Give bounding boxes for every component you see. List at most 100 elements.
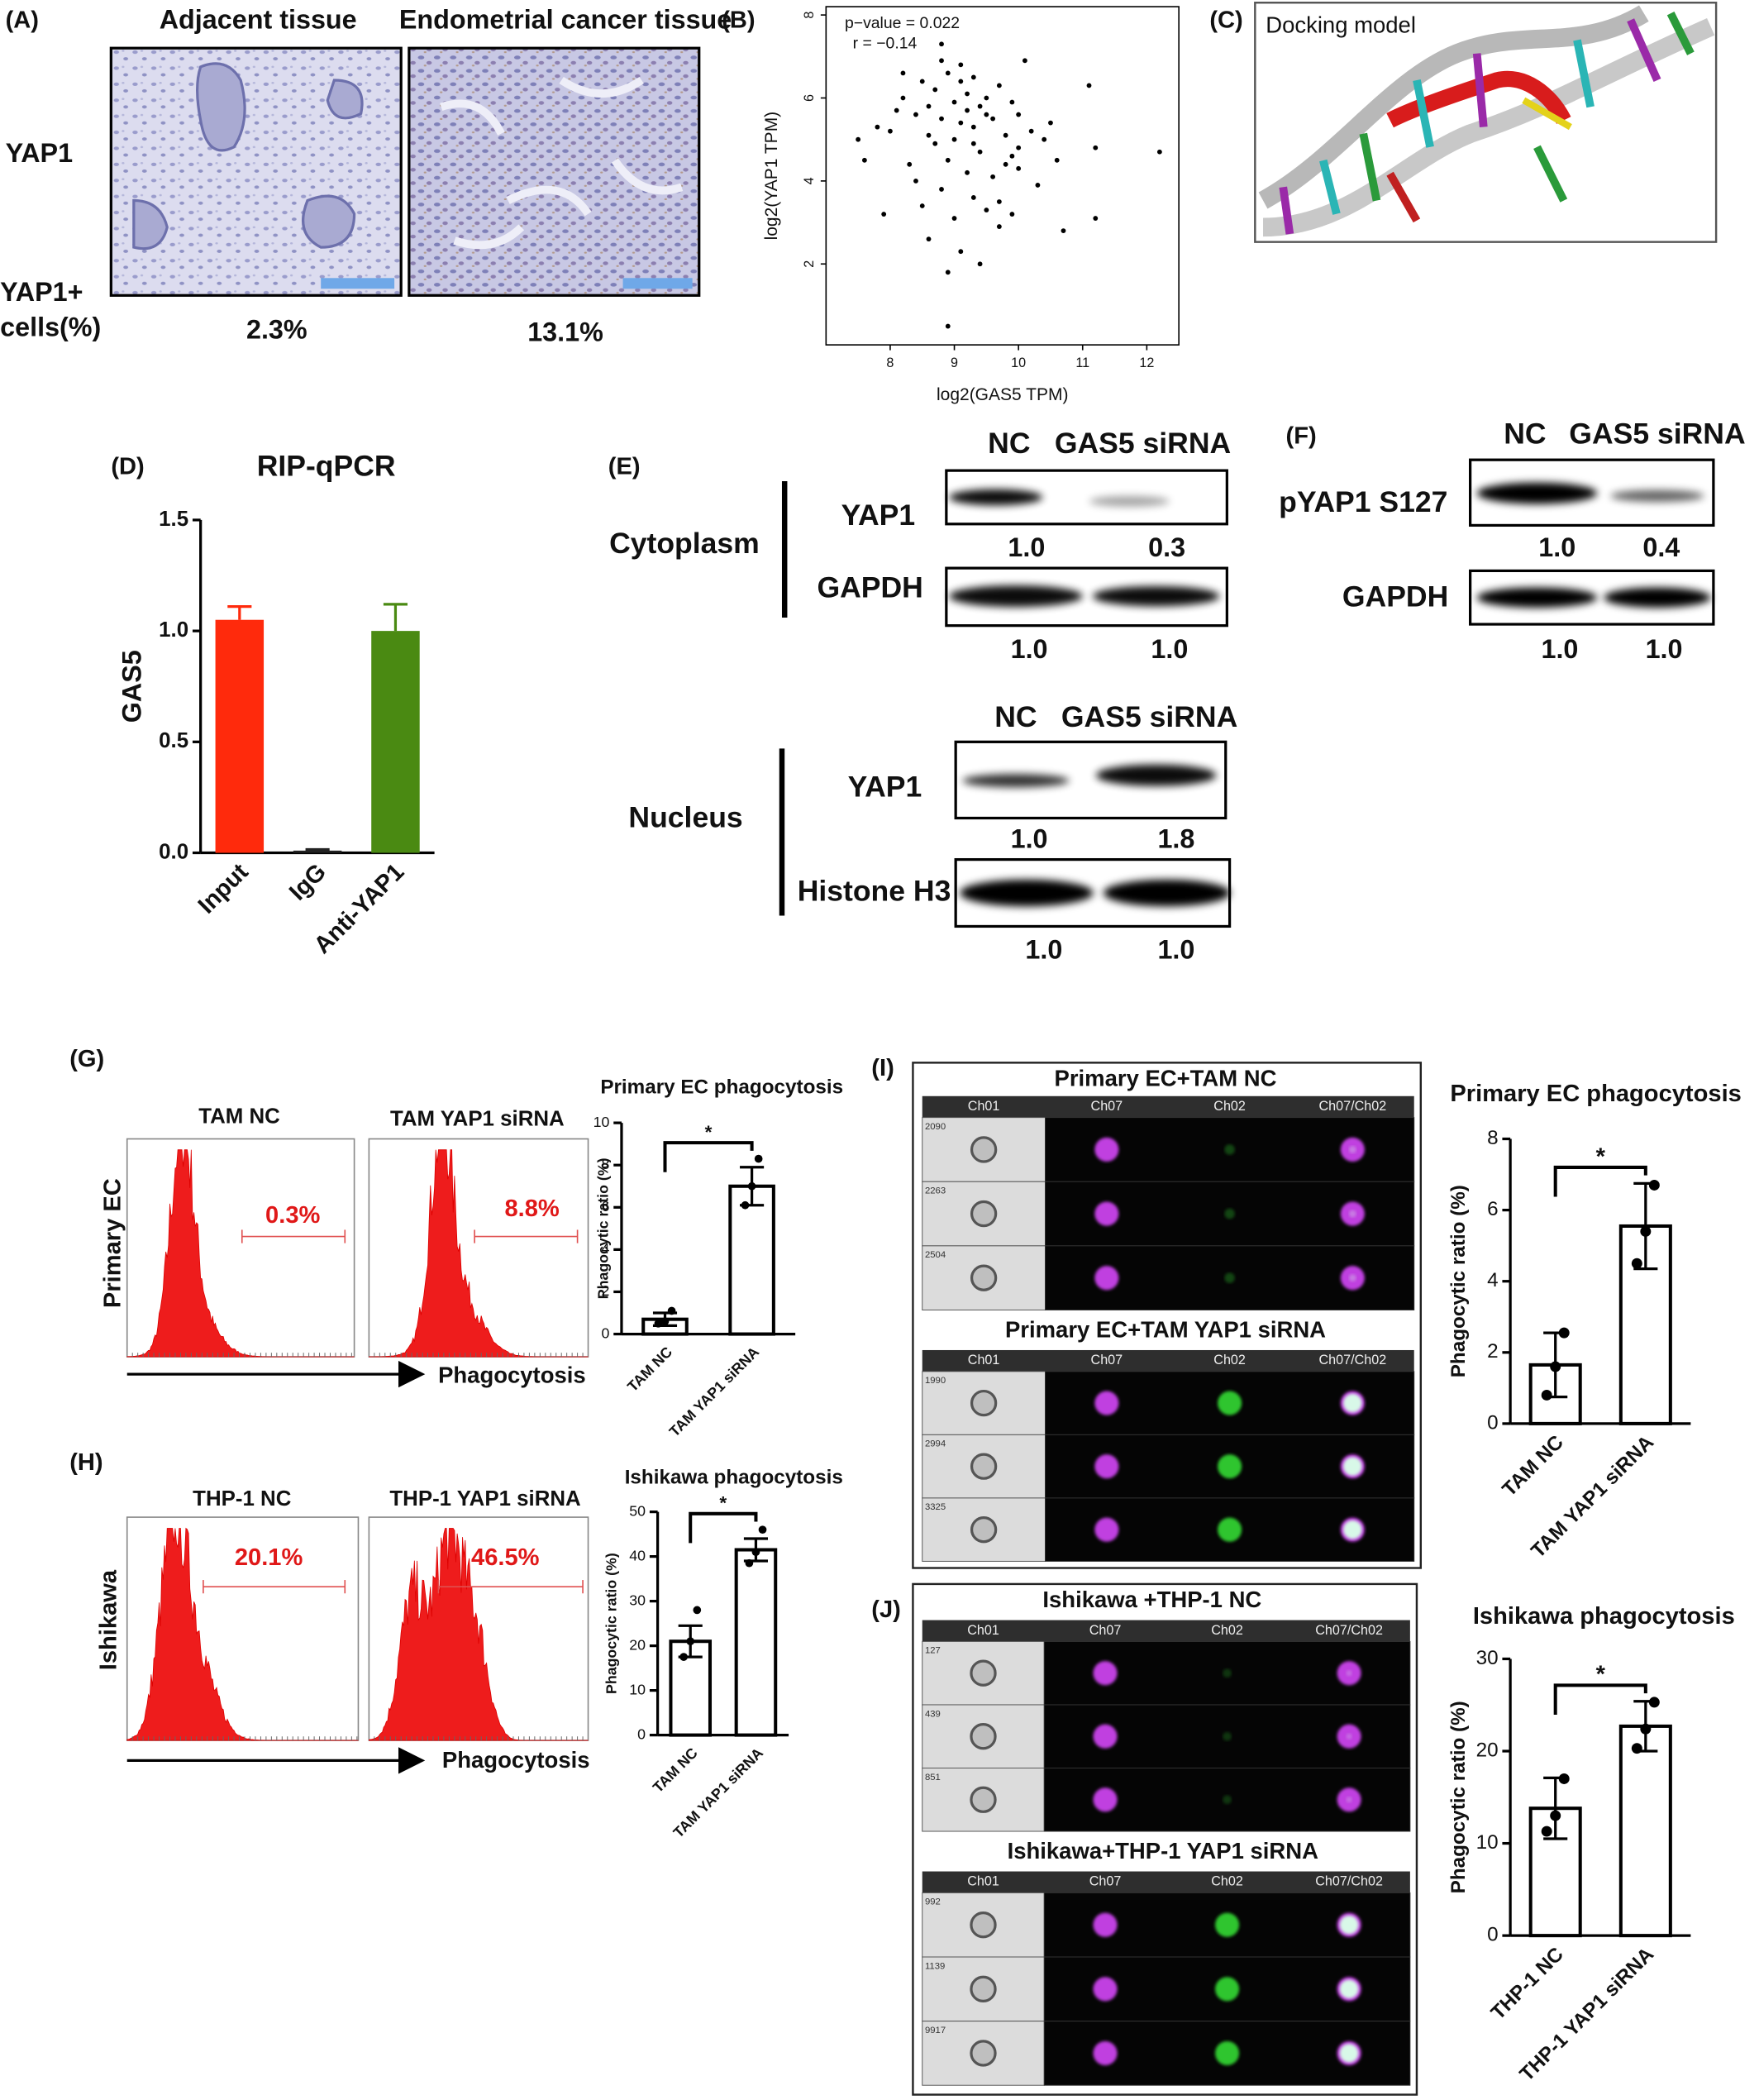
point [984, 208, 989, 212]
cell [970, 1659, 997, 1687]
histogram-frame [368, 1138, 589, 1358]
point [977, 149, 983, 155]
y-tick-label: 40 [629, 1547, 646, 1563]
cell [970, 1515, 998, 1544]
cell [1215, 1977, 1240, 2002]
cell [970, 1975, 997, 2002]
point [951, 99, 957, 105]
band-quant: 1.0 [1011, 824, 1048, 854]
cell [1094, 1454, 1119, 1479]
point [900, 95, 906, 101]
cell [1223, 1731, 1232, 1741]
data-point [1631, 1258, 1642, 1269]
cell [1094, 1391, 1119, 1415]
cell [1215, 2040, 1240, 2065]
cell-id: 992 [925, 1897, 941, 1907]
channel-header: Ch07/Ch02 [1318, 1099, 1386, 1114]
cell [1224, 1144, 1235, 1155]
blot-band [1089, 495, 1170, 507]
y-tick-label: 4 [1487, 1269, 1499, 1291]
header-row [922, 1349, 1414, 1372]
data-point [1648, 1697, 1660, 1708]
panel-label: (H) [69, 1449, 102, 1476]
point [1156, 149, 1162, 155]
channel-header: Ch07 [1091, 1099, 1123, 1114]
cell-id: 439 [925, 1709, 941, 1719]
y-tick-label: 10 [1476, 1831, 1499, 1854]
point [965, 107, 970, 113]
point [888, 128, 893, 134]
y-tick-label: 2 [1487, 1340, 1499, 1363]
protein-label: YAP1 [841, 499, 916, 532]
row-label: YAP1 [6, 138, 74, 168]
x-tick-label: 9 [951, 356, 958, 370]
row-label: Ishikawa [95, 1569, 122, 1670]
data-point [745, 1558, 754, 1568]
channel-header: Ch07/Ch02 [1315, 1623, 1383, 1638]
row-label: YAP1+ [0, 277, 83, 307]
cell-id: 9917 [925, 2026, 946, 2036]
panel-label: (G) [69, 1046, 104, 1072]
bar [1618, 1724, 1672, 1938]
x-tick-label: THP-1 NC [1487, 1943, 1568, 2024]
cell [1343, 1520, 1362, 1539]
cell [1346, 1733, 1352, 1740]
cell [970, 1264, 998, 1291]
cell [1224, 1208, 1235, 1219]
blot-band [1610, 489, 1704, 503]
y-tick-label: 0 [637, 1725, 646, 1742]
header-row [922, 1620, 1410, 1642]
panel-title: Docking model [1266, 12, 1416, 38]
point [1003, 161, 1008, 167]
panel-label: (D) [111, 454, 144, 480]
panel-label: (E) [608, 454, 641, 480]
fraction-label: Cytoplasm [609, 527, 760, 560]
channel-header: Ch01 [968, 1353, 1000, 1367]
point [1028, 128, 1034, 134]
point [919, 203, 925, 208]
point [970, 74, 976, 80]
channel-header: Ch02 [1211, 1874, 1243, 1889]
panel-label: (F) [1286, 422, 1317, 449]
cell-id: 2263 [925, 1186, 946, 1196]
point [1003, 132, 1008, 138]
y-tick-label: 2 [802, 260, 817, 268]
chart-title: Primary EC phagocytosis [1450, 1081, 1741, 1107]
chart-title: Ishikawa phagocytosis [1473, 1603, 1735, 1630]
significance-mark: * [705, 1122, 713, 1143]
x-tick-label: Input [193, 858, 254, 919]
point [913, 178, 918, 184]
cell [970, 1723, 997, 1750]
data-point [1541, 1826, 1552, 1837]
docking-image [1254, 2, 1718, 243]
band-quant: 1.0 [1025, 935, 1062, 965]
y-axis-label: log2(YAP1 TPM) [762, 112, 781, 241]
band-quant: 1.0 [1538, 532, 1575, 562]
gate-percent: 0.3% [265, 1202, 320, 1229]
gate-percent: 20.1% [235, 1544, 303, 1571]
panel-label: (I) [871, 1055, 894, 1081]
header-row [922, 1871, 1410, 1893]
y-tick-label: 0 [1487, 1411, 1499, 1434]
band-quant: 1.8 [1157, 824, 1194, 854]
block-title: Primary EC+TAM YAP1 siRNA [1005, 1317, 1326, 1343]
panel-label: (C) [1209, 7, 1242, 34]
sample-label: THP-1 NC [193, 1487, 291, 1511]
blot-band [1092, 585, 1220, 607]
cell [1348, 1210, 1356, 1218]
y-tick-label: 50 [629, 1502, 646, 1519]
data-point [1541, 1389, 1552, 1401]
y-tick-label: 10 [629, 1681, 646, 1697]
lane-label: GAS5 siRNA [1055, 427, 1231, 460]
blot-brackets [779, 481, 788, 916]
chart-title: RIP-qPCR [257, 449, 396, 482]
point [965, 169, 970, 175]
cell [1343, 1457, 1362, 1476]
cell [1093, 1787, 1118, 1812]
point [1093, 216, 1099, 221]
cell [970, 1453, 998, 1480]
chart-title: Ishikawa phagocytosis [625, 1467, 843, 1489]
cell [1346, 1797, 1352, 1803]
point [881, 212, 887, 217]
y-tick-label: 6 [802, 94, 817, 102]
